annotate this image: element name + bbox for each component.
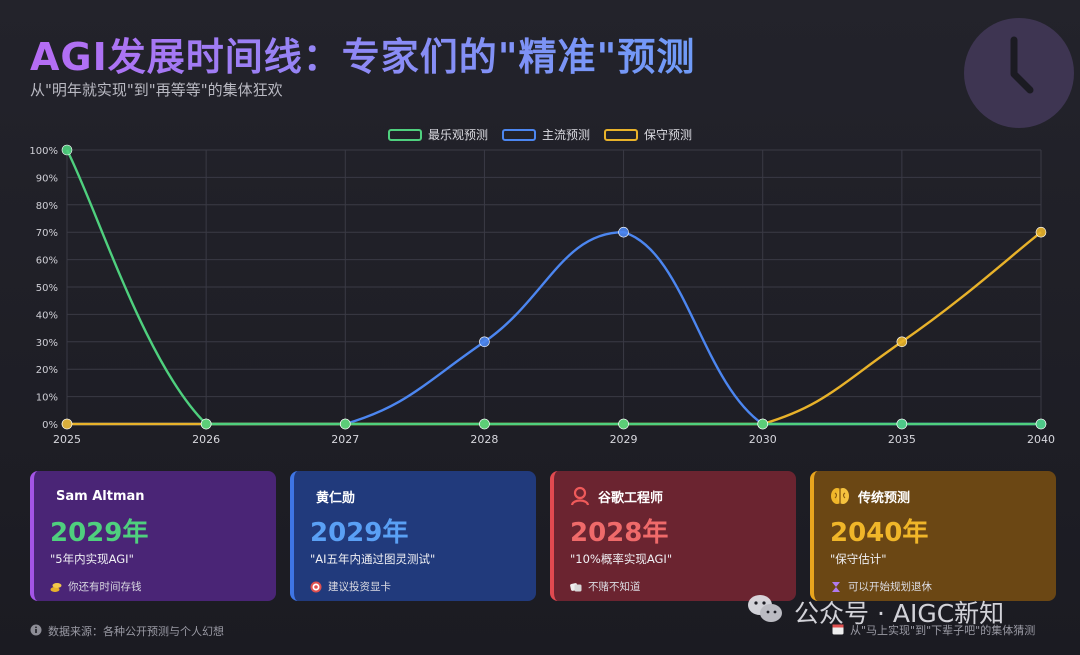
legend-item-mainstream[interactable]: 主流预测 [501,126,590,143]
legend-swatch [387,128,422,141]
x-tick-label: 2035 [888,433,916,446]
wechat-icon [746,593,784,631]
x-tick-label: 2040 [1027,433,1055,446]
legend-swatch [604,128,638,141]
card-google-engineer: 谷歌工程师 2028年 "10%概率实现AGI" 不赌不知道 [550,471,796,601]
legend-item-optimistic[interactable]: 最乐观预测 [387,126,488,143]
y-tick-label: 60% [36,256,58,267]
hourglass-icon [830,581,842,593]
info-icon [30,624,42,639]
card-sam-altman: Sam Altman 2029年 "5年内实现AGI" 你还有时间存钱 [30,471,276,601]
x-tick-label: 2026 [192,433,220,446]
card-year: 2040年 [830,518,929,548]
data-point [618,418,629,430]
y-tick-label: 20% [36,365,58,376]
card-name: 谷歌工程师 [598,490,664,506]
x-tick-label: 2027 [331,433,359,446]
card-year: 2029年 [310,518,409,548]
y-tick-label: 90% [36,173,58,184]
data-point [61,144,73,156]
card-quote: "10%概率实现AGI" [570,552,673,566]
y-tick-label: 70% [36,228,58,239]
data-source: 数据来源：各种公开预测与个人幻想 [30,623,224,639]
card-name: 传统预测 [858,490,911,506]
target-icon [310,581,322,593]
card-note: 可以开始规划退休 [848,581,932,593]
card-name: Sam Altman [56,488,145,504]
y-tick-label: 50% [36,283,58,294]
x-tick-label: 2029 [610,433,638,446]
x-tick-label: 2028 [470,433,498,446]
card-note: 不赌不知道 [588,581,641,593]
data-point [339,418,351,430]
brain-icon [830,486,850,506]
data-point [757,418,769,430]
clock-icon [964,18,1074,128]
card-note: 建议投资显卡 [328,581,391,593]
y-tick-label: 100% [29,146,58,157]
card-jensen-huang: 黄仁勋 2029年 "AI五年内通过图灵测试" 建议投资显卡 [290,471,536,601]
data-point [479,336,490,348]
data-point [1035,226,1047,238]
x-tick-label: 2030 [749,433,777,446]
y-tick-label: 80% [36,201,58,212]
line-chart: 0% 10% 20% 30% 40% 50% 60% 70% 80% 90% 100% 2025 202… [29,144,1055,446]
page-title: AGI发展时间线：专家们的"精准"预测 [30,26,695,81]
card-quote: "保守估计" [830,552,887,566]
card-year: 2029年 [50,518,149,548]
y-tick-label: 30% [36,338,58,349]
data-point [61,418,73,430]
data-point [618,226,629,238]
card-quote: "AI五年内通过图灵测试" [310,552,436,566]
data-point [896,418,908,430]
card-name: 黄仁勋 [316,490,356,506]
page-subtitle: 从"明年就实现"到"再等等"的集体狂欢 [30,81,283,99]
y-tick-label: 40% [36,310,58,321]
data-point [1035,418,1047,430]
card-quote: "5年内实现AGI" [50,552,134,566]
series-line [67,230,1041,426]
legend-label: 主流预测 [541,128,590,142]
data-point [896,336,908,348]
series-line [67,231,1042,426]
card-traditional: 传统预测 2040年 "保守估计" 可以开始规划退休 [810,471,1056,601]
prediction-cards: Sam Altman 2029年 "5年内实现AGI" 你还有时间存钱 黄仁勋 … [30,471,1057,601]
card-year: 2028年 [570,518,669,548]
x-tick-label: 2025 [53,433,81,446]
footer-tagline: 从"马上实现"到"下辈子吧"的集体猜测 [832,622,1035,638]
data-point [200,418,212,430]
coins-icon [50,581,62,593]
footer-tagline-text: 从"马上实现"到"下辈子吧"的集体猜测 [850,624,1036,637]
data-point [479,418,490,430]
engineer-icon [570,486,590,506]
watermark-text: 公众号 · AIGC新知 [794,599,1005,628]
watermark: 公众号 · AIGC新知 [746,593,1004,631]
calendar-icon [832,623,844,638]
legend-label: 最乐观预测 [427,128,488,142]
dice-icon [570,581,582,593]
series-line [65,149,1041,426]
card-note: 你还有时间存钱 [68,581,142,593]
data-source-text: 数据来源：各种公开预测与个人幻想 [48,625,224,638]
legend-swatch [501,128,536,141]
chart-legend: 最乐观预测 主流预测 保守预测 [0,126,1080,143]
legend-item-conservative[interactable]: 保守预测 [604,126,692,143]
y-tick-label: 0% [42,420,58,431]
legend-label: 保守预测 [644,128,693,142]
y-tick-label: 10% [36,393,58,404]
